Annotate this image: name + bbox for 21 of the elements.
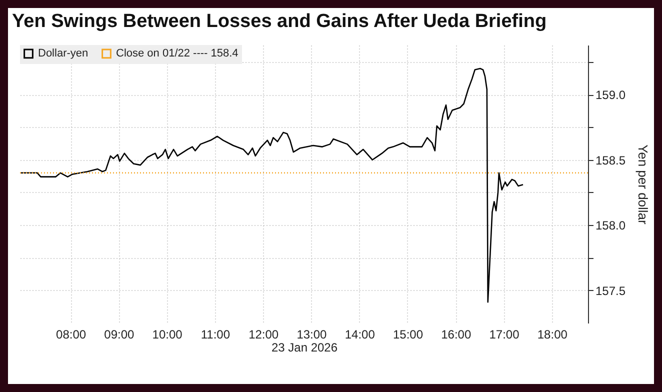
x-tick-label: 10:00	[152, 328, 183, 342]
x-tick-label: 12:00	[248, 328, 279, 342]
y-tick-label: 158.0	[596, 218, 626, 233]
y-tick-label: 157.5	[596, 284, 626, 298]
x-tick-label: 08:00	[56, 328, 86, 342]
line-series	[20, 68, 524, 303]
legend-label: Close on 01/22 ---- 158.4	[116, 48, 238, 60]
y-tick-label: 158.5	[596, 153, 626, 168]
y-axis-title: Yen per dollar	[636, 144, 651, 226]
x-tick-label: 16:00	[441, 328, 472, 342]
x-tick-label: 14:00	[344, 328, 376, 342]
x-tick-label: 09:00	[104, 328, 135, 342]
y-tick-label: 159.0	[596, 88, 626, 102]
legend-label: Dollar-yen	[38, 48, 88, 60]
x-tick-label: 17:00	[489, 328, 520, 342]
chart-title: Yen Swings Between Losses and Gains After Ueda Briefing	[12, 11, 547, 32]
x-tick-label: 18:00	[537, 328, 568, 342]
x-tick-label: 13:00	[296, 328, 328, 342]
x-tick-label: 11:00	[200, 328, 230, 342]
x-axis-title: 23 Jan 2026	[271, 340, 338, 354]
x-tick-label: 15:00	[392, 328, 424, 342]
